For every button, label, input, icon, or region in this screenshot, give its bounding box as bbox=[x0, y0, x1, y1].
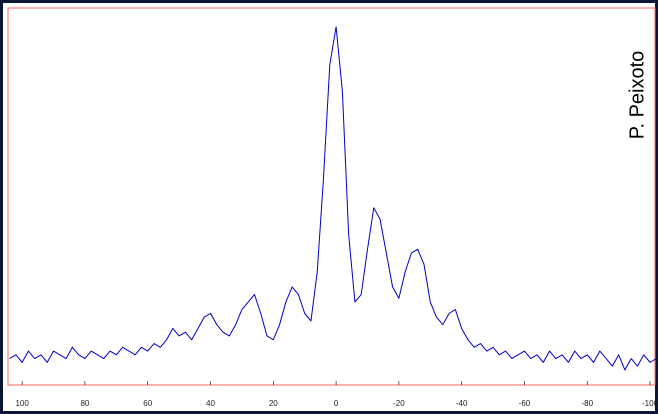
x-tick-label: 80 bbox=[80, 399, 89, 408]
plot-panel bbox=[3, 3, 655, 411]
annotation: P. Peixoto bbox=[626, 51, 648, 140]
plot-frame bbox=[7, 7, 656, 386]
x-tick-label: 100 bbox=[15, 399, 29, 408]
x-tick-label: 20 bbox=[269, 399, 278, 408]
x-tick-label: 40 bbox=[206, 399, 215, 408]
x-tick-label: -60 bbox=[519, 399, 531, 408]
x-tick-label: 0 bbox=[334, 399, 339, 408]
spectrum-line bbox=[9, 26, 657, 371]
x-tick-label: 60 bbox=[143, 399, 152, 408]
x-tick-label: -20 bbox=[393, 399, 405, 408]
x-tick-label: -40 bbox=[456, 399, 468, 408]
x-tick-label: -80 bbox=[581, 399, 593, 408]
x-tick-label: -100 bbox=[642, 399, 658, 408]
